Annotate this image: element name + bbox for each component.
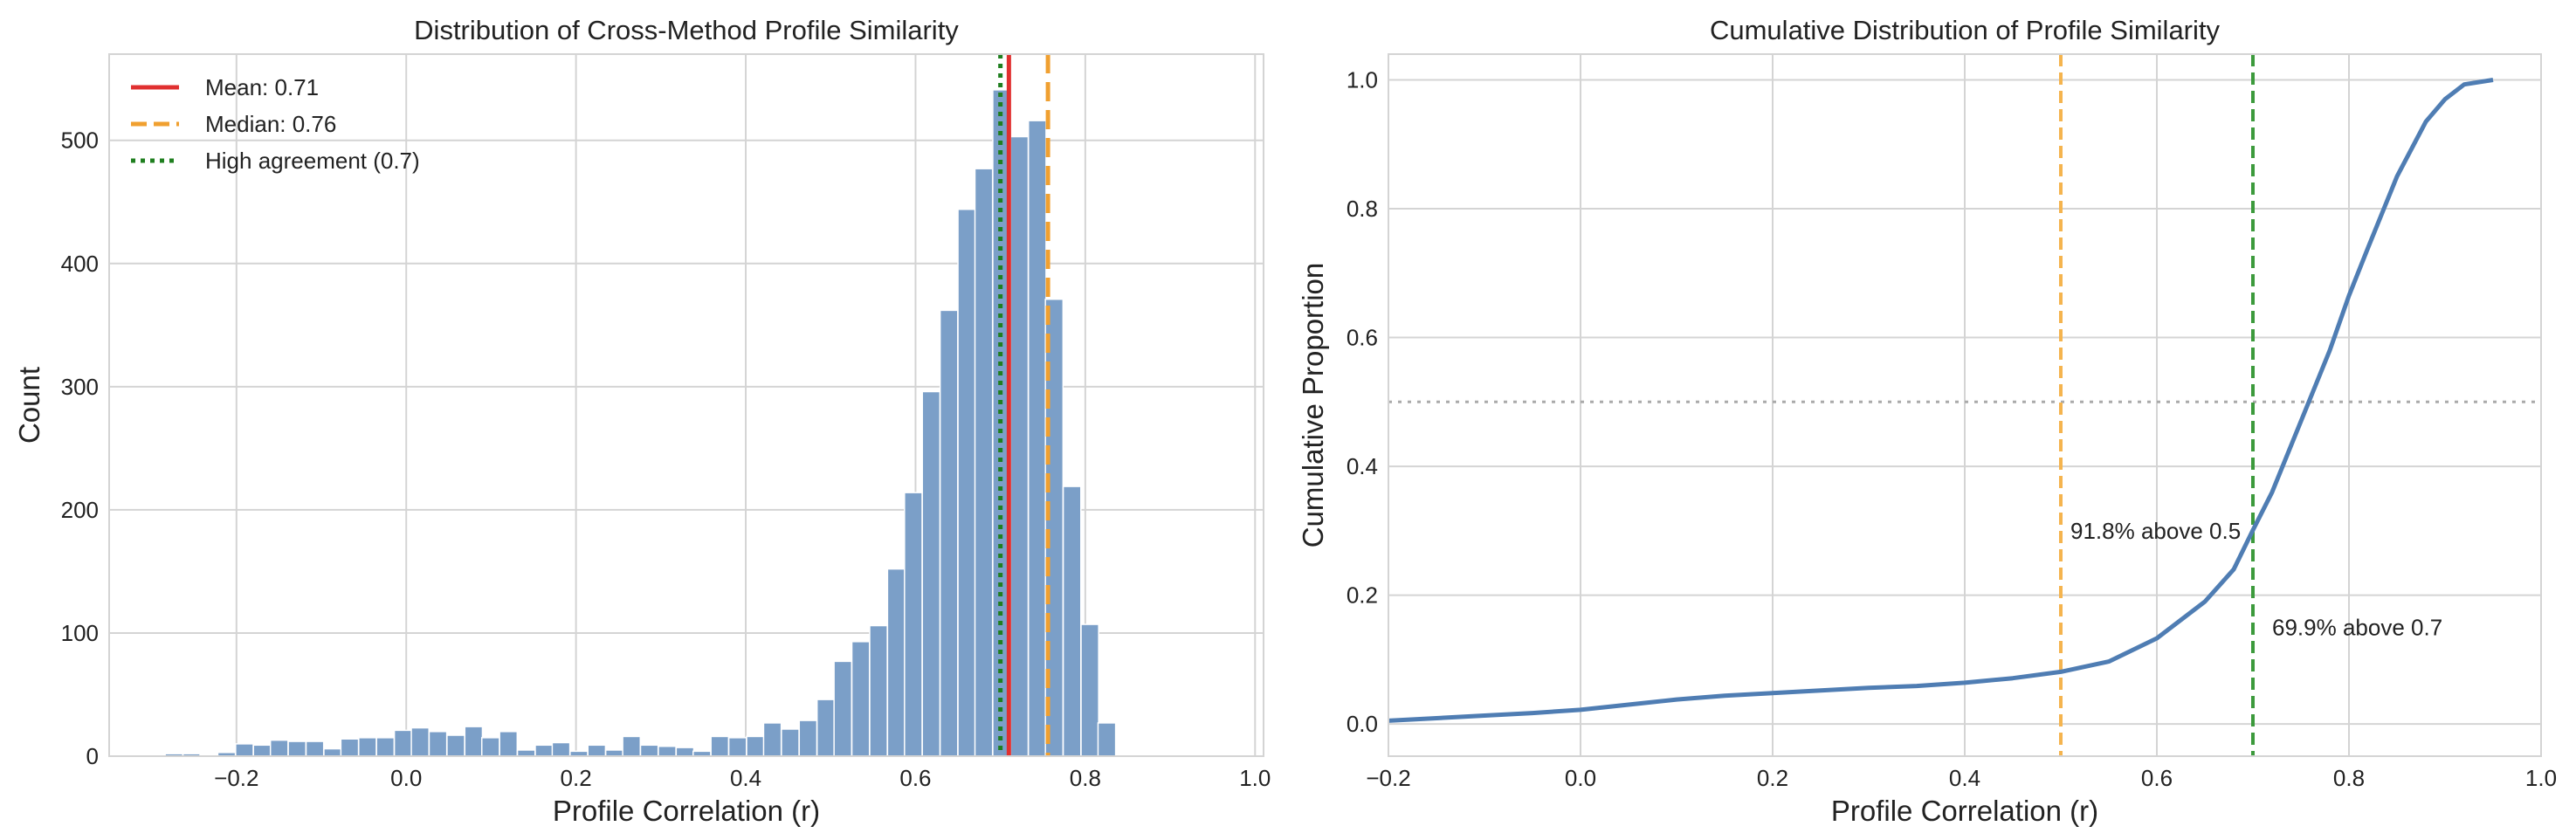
hist-bar [587, 744, 607, 757]
hist-bar [551, 741, 571, 757]
hist-bar [1062, 485, 1082, 757]
histogram-chart: −0.2 0.0 0.2 0.4 0.6 0.8 1.0 0 100 200 300 400 500 Di… [13, 15, 1271, 827]
hist-bar [816, 699, 836, 757]
cdf-ytick-label: 0.8 [1347, 196, 1378, 222]
hist-bar [904, 492, 923, 757]
hist-bar [658, 745, 677, 757]
hist-bar [1097, 722, 1117, 757]
legend-label: Median: 0.76 [205, 111, 336, 137]
cdf-frame [1388, 53, 2542, 757]
cdf-ytick-label: 0.2 [1347, 582, 1378, 609]
hist-bar [762, 722, 782, 757]
hist-bar [1080, 623, 1099, 757]
hist-ytick-label: 100 [61, 620, 99, 646]
hist-bar [974, 168, 994, 757]
cdf-ylabel: Cumulative Proportion [1297, 263, 1329, 548]
cdf-annotation: 91.8% above 0.5 [2070, 518, 2241, 544]
cdf-xtick-label: −0.2 [1366, 765, 1410, 791]
hist-ytick-label: 400 [61, 251, 99, 277]
cdf-xtick-label: 1.0 [2525, 765, 2557, 791]
hist-ytick-label: 300 [61, 374, 99, 400]
cdf-xtick-label: 0.8 [2333, 765, 2365, 791]
hist-bar [939, 309, 959, 757]
cdf-annotation: 69.9% above 0.7 [2272, 614, 2442, 640]
cdf-line [1388, 78, 2494, 723]
hist-ytick-label: 200 [61, 497, 99, 523]
hist-xtick-label: 1.0 [1239, 765, 1271, 791]
hist-bar [675, 747, 695, 757]
hist-bar [1009, 135, 1030, 757]
hist-ylabel: Count [13, 367, 45, 444]
hist-bar [393, 729, 413, 757]
hist-bar [499, 731, 519, 757]
hist-bar [305, 740, 325, 757]
hist-xtick-label: 0.6 [899, 765, 931, 791]
hist-ytick-label: 0 [86, 743, 99, 769]
hist-xtick-label: 0.4 [730, 765, 761, 791]
cdf-ytick-label: 0.6 [1347, 325, 1378, 351]
hist-bar [833, 660, 853, 757]
hist-bar [323, 747, 342, 757]
cdf-ytick-label: 1.0 [1347, 67, 1378, 93]
hist-xtick-label: 0.0 [390, 765, 422, 791]
hist-bar [480, 737, 500, 757]
hist-bar [410, 726, 430, 757]
hist-ytick-label: 500 [61, 127, 99, 154]
hist-bar [516, 749, 536, 757]
hist-bar [851, 641, 871, 757]
cdf-title: Cumulative Distribution of Profile Simil… [1710, 15, 2221, 45]
hist-bar [727, 737, 747, 757]
hist-bar [622, 735, 642, 757]
cdf-ytick-label: 0.4 [1347, 453, 1378, 479]
hist-bar [869, 624, 888, 757]
hist-frame [108, 53, 1264, 757]
hist-bar [921, 390, 941, 757]
hist-bar [639, 744, 659, 757]
hist-bar [798, 720, 818, 757]
hist-bar [358, 737, 377, 757]
cdf-xlabel: Profile Correlation (r) [1831, 795, 2098, 827]
legend-label: Mean: 0.71 [205, 74, 319, 100]
hist-bar [428, 731, 448, 757]
hist-bar [464, 726, 484, 757]
hist-bar [534, 744, 554, 757]
cdf-xtick-label: 0.6 [2141, 765, 2173, 791]
hist-bar [375, 737, 396, 757]
cdf-chart: −0.2 0.0 0.2 0.4 0.6 0.8 1.0 0.0 0.2 0.4 0.6 0.8 1.0… [1297, 15, 2557, 827]
legend-label: High agreement (0.7) [205, 148, 420, 174]
cdf-xtick-label: 0.4 [1949, 765, 1980, 791]
hist-bar [781, 728, 800, 757]
hist-xtick-label: 0.8 [1070, 765, 1101, 791]
hist-bar [1027, 120, 1047, 757]
cdf-xtick-label: 0.0 [1565, 765, 1596, 791]
hist-bar [269, 739, 289, 757]
cdf-xtick-label: 0.2 [1757, 765, 1788, 791]
hist-bar [446, 734, 465, 757]
hist-title: Distribution of Cross-Method Profile Sim… [414, 15, 959, 45]
hist-bar [287, 740, 307, 757]
hist-xtick-label: 0.2 [561, 765, 592, 791]
hist-xlabel: Profile Correlation (r) [553, 795, 820, 827]
hist-bar [886, 568, 906, 757]
hist-bar [604, 749, 624, 757]
hist-xtick-label: −0.2 [214, 765, 258, 791]
hist-bar [710, 735, 730, 757]
hist-bar [235, 743, 254, 757]
hist-bar [746, 735, 765, 757]
hist-bar [340, 738, 360, 757]
hist-bar [957, 208, 976, 757]
cdf-ytick-label: 0.0 [1347, 711, 1378, 737]
hist-bar [252, 744, 272, 757]
hist-legend: Mean: 0.71 Median: 0.76 High agreement (0.… [131, 74, 420, 174]
